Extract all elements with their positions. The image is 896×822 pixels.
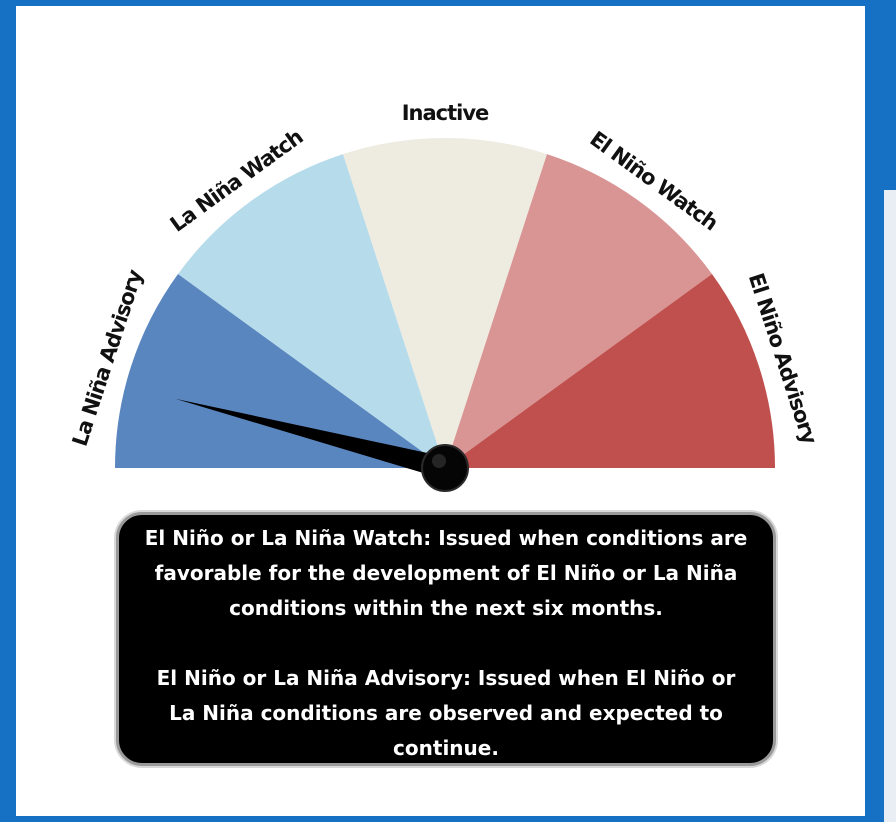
gauge-hub-highlight <box>432 454 446 468</box>
watch-definition: El Niño or La Niña Watch: Issued when co… <box>144 526 748 620</box>
gauge-segment-el-nino-watch <box>445 154 712 468</box>
gauge-segment-el-nino-advisory <box>445 274 775 468</box>
gauge-needle <box>175 398 448 479</box>
definitions-box: El Niño or La Niña Watch: Issued when co… <box>116 512 776 766</box>
gauge-segment-inactive <box>343 138 547 469</box>
gauge-label-inactive: Inactive <box>402 101 489 125</box>
gauge-segment-la-nina-watch <box>178 154 445 468</box>
background-edge <box>884 190 896 822</box>
advisory-definition: El Niño or La Niña Advisory: Issued when… <box>156 666 736 760</box>
gauge-segment-la-nina-advisory <box>115 274 445 468</box>
gauge-hub <box>421 444 469 492</box>
